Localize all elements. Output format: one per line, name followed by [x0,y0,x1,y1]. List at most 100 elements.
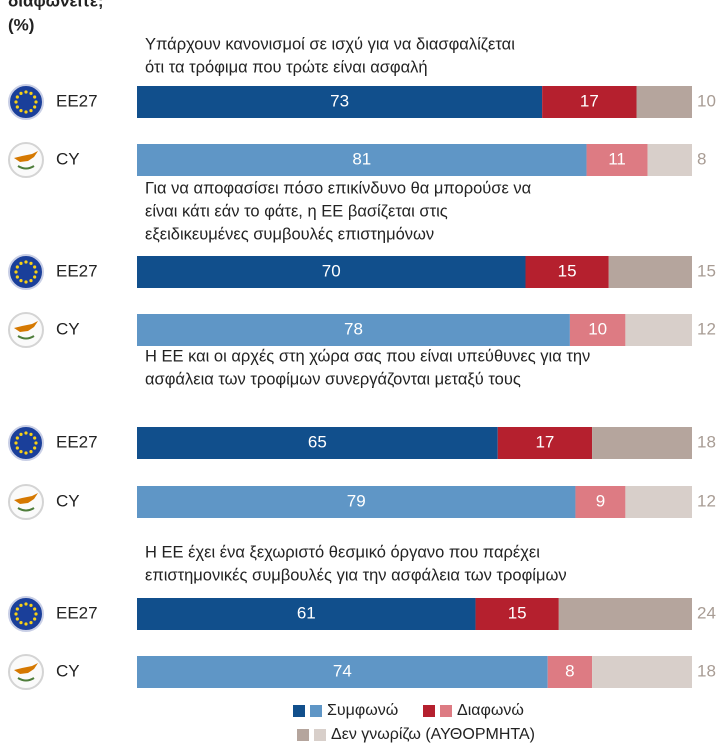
bar-segment [137,427,498,459]
eu-star [24,431,28,435]
group-title: Η ΕΕ και οι αρχές στη χώρα σας που είναι… [145,347,590,365]
bar-segment [137,256,526,288]
legend-label: Συμφωνώ [327,702,398,719]
bar-segment [586,144,648,176]
eu-star [15,95,19,99]
category-label: CY [56,491,80,510]
bar-segment [625,314,692,346]
bar-segment [137,486,576,518]
value-label: 10 [697,91,716,110]
eu-star [34,612,38,616]
eu-star [34,270,38,274]
legend-swatch [440,705,452,717]
eu-star [19,603,23,607]
eu-star [14,612,18,616]
chart-title: διαφωνείτε; [8,0,104,10]
group-title: Υπάρχουν κανονισμοί σε ισχύ για να διασφ… [145,35,515,53]
legend-swatch [293,705,305,717]
eu-star [19,279,23,283]
value-label: 15 [558,261,577,280]
eu-star [15,105,19,109]
value-label: 73 [330,91,349,110]
eu-star [29,261,33,265]
eu-star [33,607,37,611]
bar-segment [608,256,692,288]
cy-island [14,151,38,162]
value-label: 74 [333,661,352,680]
legend-label: Δεν γνωρίζω (ΑΥΘΟΡΜΗΤΑ) [331,726,535,743]
eu-star [34,441,38,445]
bar-segment [575,486,626,518]
value-label: 11 [608,149,626,168]
legend-swatch [310,705,322,717]
eu-star [24,260,28,264]
eu-star [19,91,23,95]
cy-island [14,493,38,504]
eu-star [33,436,37,440]
eu-star [29,91,33,95]
bar-segment [592,427,692,459]
legend-label: Διαφωνώ [457,702,524,719]
eu-star [24,280,28,284]
category-label: EE27 [56,603,98,622]
value-label: 15 [697,261,716,280]
eu-star [15,265,19,269]
value-label: 8 [565,661,574,680]
value-label: 17 [580,91,599,110]
eu-star [24,451,28,455]
value-label: 18 [697,432,716,451]
eu-star [14,270,18,274]
bar-segment [475,598,559,630]
category-label: EE27 [56,261,98,280]
eu-star [33,265,37,269]
category-label: CY [56,661,80,680]
category-label: CY [56,319,80,338]
bar-segment [137,598,476,630]
value-label: 81 [352,149,371,168]
eu-star [15,607,19,611]
eu-star [24,110,28,114]
bar-segment [592,656,692,688]
eu-star [33,446,37,450]
value-label: 10 [588,319,607,338]
bar-segment [569,314,626,346]
bar-segment [137,144,587,176]
eu-flag-icon [8,254,44,290]
bar-segment [636,86,692,118]
group-title: ασφάλεια των τροφίμων συνεργάζονται μετα… [145,370,521,388]
value-label: 61 [297,603,316,622]
bar-segment [137,86,543,118]
value-label: 15 [508,603,527,622]
legend-swatch [297,729,309,741]
legend-swatch [314,729,326,741]
eu-star [19,450,23,454]
eu-star [29,279,33,283]
bar-segment [547,656,593,688]
eu-star [15,617,19,621]
category-label: CY [56,149,80,168]
bar-segment [497,427,593,459]
eu-star [14,100,18,104]
cy-island [14,663,38,674]
cy-leaves [17,507,35,512]
bar-segment [558,598,692,630]
category-label: EE27 [56,91,98,110]
value-label: 17 [535,432,554,451]
eu-star [15,446,19,450]
bar-segment [525,256,609,288]
eu-star [33,617,37,621]
group-title: Η ΕΕ έχει ένα ξεχωριστό θεσμικό όργανο π… [145,543,540,561]
value-label: 70 [322,261,341,280]
group-title: ότι τα τρόφιμα που τρώτε είναι ασφαλή [145,58,428,76]
legend-swatch [423,705,435,717]
group-title: είναι κάτι εάν το φάτε, η ΕΕ βασίζεται σ… [145,202,448,220]
cy-leaves [17,335,35,340]
eu-star [29,603,33,607]
eu-star [19,432,23,436]
eu-star [15,436,19,440]
eu-star [19,621,23,625]
eu-star [15,275,19,279]
value-label: 9 [596,491,605,510]
value-label: 12 [697,491,716,510]
